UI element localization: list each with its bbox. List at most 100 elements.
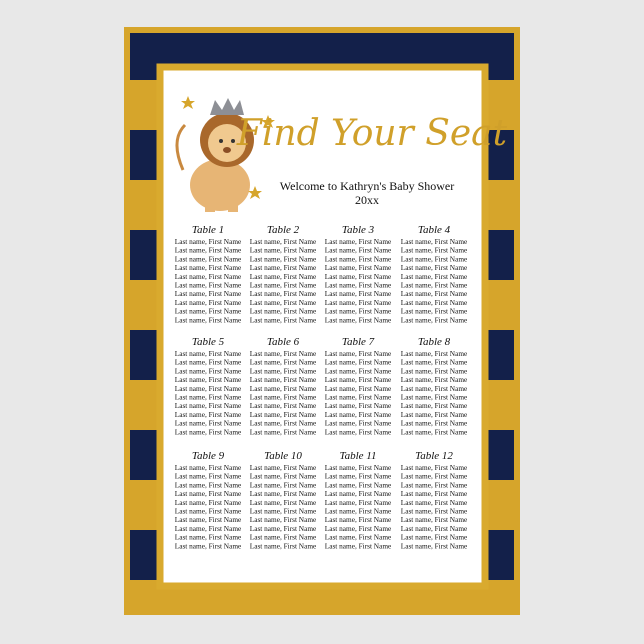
guest-name: Last name, First Name: [325, 366, 391, 375]
table-name: Table 3: [342, 224, 375, 236]
table-name: Table 2: [267, 224, 300, 236]
guest-name: Last name, First Name: [250, 384, 316, 393]
table-name: Table 11: [340, 450, 377, 462]
table-name: Table 4: [418, 224, 451, 236]
guest-name: Last name, First Name: [401, 541, 467, 550]
guest-name: Last name, First Name: [250, 289, 316, 298]
guest-name: Last name, First Name: [401, 237, 467, 246]
guest-name: Last name, First Name: [401, 384, 467, 393]
guest-name: Last name, First Name: [325, 507, 391, 516]
guest-name: Last name, First Name: [250, 515, 316, 524]
guest-name: Last name, First Name: [401, 272, 467, 281]
guest-name: Last name, First Name: [250, 507, 316, 516]
guest-name: Last name, First Name: [401, 315, 467, 324]
guest-name: Last name, First Name: [175, 541, 241, 550]
guest-name: Last name, First Name: [401, 427, 467, 436]
table-name: Table 12: [415, 450, 453, 462]
guest-name: Last name, First Name: [175, 237, 241, 246]
guest-name: Last name, First Name: [401, 298, 467, 307]
guest-name: Last name, First Name: [401, 307, 467, 316]
guest-name: Last name, First Name: [175, 480, 241, 489]
guest-name: Last name, First Name: [175, 524, 241, 533]
guest-name: Last name, First Name: [175, 393, 241, 402]
guest-name: Last name, First Name: [325, 375, 391, 384]
guest-name: Last name, First Name: [325, 515, 391, 524]
guest-name: Last name, First Name: [250, 427, 316, 436]
guest-name: Last name, First Name: [401, 515, 467, 524]
guest-name: Last name, First Name: [175, 498, 241, 507]
guest-name: Last name, First Name: [325, 254, 391, 263]
stars: [181, 96, 275, 199]
guest-name: Last name, First Name: [175, 289, 241, 298]
guest-name: Last name, First Name: [250, 246, 316, 255]
guest-name: Last name, First Name: [325, 524, 391, 533]
guest-name: Last name, First Name: [250, 393, 316, 402]
guest-name: Last name, First Name: [175, 366, 241, 375]
guest-name: Last name, First Name: [250, 489, 316, 498]
guest-name: Last name, First Name: [401, 375, 467, 384]
guest-name: Last name, First Name: [250, 358, 316, 367]
guest-name: Last name, First Name: [175, 375, 241, 384]
guest-name: Last name, First Name: [401, 507, 467, 516]
guest-name: Last name, First Name: [250, 472, 316, 481]
guest-name: Last name, First Name: [401, 498, 467, 507]
table-name: Table 1: [192, 224, 224, 236]
guest-name: Last name, First Name: [401, 419, 467, 428]
guest-name: Last name, First Name: [175, 533, 241, 542]
guest-name: Last name, First Name: [401, 480, 467, 489]
guest-name: Last name, First Name: [250, 281, 316, 290]
guest-name: Last name, First Name: [325, 427, 391, 436]
guest-name: Last name, First Name: [325, 246, 391, 255]
guest-name: Last name, First Name: [250, 410, 316, 419]
guest-name: Last name, First Name: [175, 507, 241, 516]
guest-name: Last name, First Name: [175, 401, 241, 410]
lion-illustration: [175, 98, 254, 212]
guest-name: Last name, First Name: [175, 489, 241, 498]
guest-name: Last name, First Name: [250, 498, 316, 507]
guest-name: Last name, First Name: [325, 419, 391, 428]
guest-name: Last name, First Name: [325, 289, 391, 298]
guest-name: Last name, First Name: [250, 524, 316, 533]
guest-name: Last name, First Name: [175, 298, 241, 307]
guest-name: Last name, First Name: [175, 246, 241, 255]
guest-name: Last name, First Name: [250, 315, 316, 324]
table-name: Table 7: [342, 336, 375, 348]
guest-name: Last name, First Name: [175, 349, 241, 358]
guest-name: Last name, First Name: [175, 263, 241, 272]
guest-name: Last name, First Name: [325, 401, 391, 410]
guest-name: Last name, First Name: [250, 480, 316, 489]
guest-name: Last name, First Name: [175, 315, 241, 324]
guest-name: Last name, First Name: [250, 298, 316, 307]
table-name: Table 6: [267, 336, 300, 348]
guest-name: Last name, First Name: [250, 307, 316, 316]
guest-name: Last name, First Name: [250, 254, 316, 263]
guest-name: Last name, First Name: [401, 246, 467, 255]
guest-name: Last name, First Name: [250, 401, 316, 410]
guest-name: Last name, First Name: [401, 366, 467, 375]
guest-name: Last name, First Name: [401, 401, 467, 410]
guest-name: Last name, First Name: [325, 533, 391, 542]
subtitle: Welcome to Kathryn's Baby Shower: [280, 179, 455, 193]
guest-name: Last name, First Name: [250, 366, 316, 375]
guest-name: Last name, First Name: [325, 480, 391, 489]
guest-name: Last name, First Name: [401, 472, 467, 481]
guest-name: Last name, First Name: [401, 254, 467, 263]
guest-name: Last name, First Name: [325, 358, 391, 367]
guest-name: Last name, First Name: [175, 358, 241, 367]
guest-name: Last name, First Name: [325, 384, 391, 393]
outer-border: [124, 27, 520, 615]
guest-name: Last name, First Name: [325, 263, 391, 272]
guest-name: Last name, First Name: [250, 272, 316, 281]
guest-name: Last name, First Name: [175, 427, 241, 436]
guest-name: Last name, First Name: [325, 410, 391, 419]
guest-name: Last name, First Name: [175, 419, 241, 428]
guest-name: Last name, First Name: [175, 515, 241, 524]
guest-name: Last name, First Name: [325, 281, 391, 290]
table-name: Table 10: [264, 450, 302, 462]
guest-name: Last name, First Name: [325, 237, 391, 246]
guest-name: Last name, First Name: [175, 254, 241, 263]
guest-name: Last name, First Name: [401, 263, 467, 272]
guest-name: Last name, First Name: [250, 463, 316, 472]
